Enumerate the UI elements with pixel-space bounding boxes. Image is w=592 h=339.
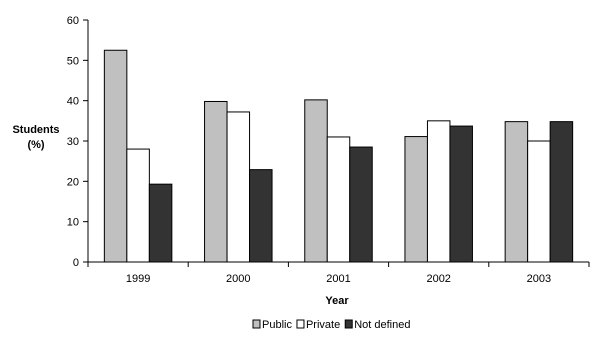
bar-private-2001	[326, 136, 351, 263]
legend-label: Private	[306, 319, 340, 331]
y-tick-label: 50	[67, 55, 79, 67]
legend-swatch	[344, 319, 353, 329]
bar-public-2002	[404, 136, 428, 263]
y-tick-label: 10	[67, 217, 79, 229]
x-axis-title: Year	[325, 295, 349, 307]
x-tick-label: 2003	[527, 273, 551, 285]
bar-private-2003	[527, 140, 551, 263]
y-tick-label: 0	[73, 257, 79, 269]
y-axis: 0 10 20 30 40 50 60	[67, 15, 88, 269]
bars	[103, 49, 574, 263]
y-tick-label: 20	[67, 176, 79, 188]
bar-private-2000	[226, 111, 251, 263]
y-axis-title-line-1: Students	[12, 124, 59, 136]
legend-label: Public	[262, 319, 292, 331]
bar-not-defined-2003	[549, 121, 574, 263]
bar-public-2003	[504, 121, 529, 263]
x-tick-label: 1999	[126, 273, 150, 285]
bar-public-2000	[204, 100, 228, 263]
bar-not-defined-2000	[249, 169, 273, 263]
bar-not-defined-2001	[349, 146, 373, 263]
x-tick-label: 2000	[226, 273, 250, 285]
y-tick-label: 30	[67, 136, 79, 148]
y-tick-label: 40	[67, 96, 79, 108]
bar-not-defined-2002	[449, 125, 473, 263]
legend-swatch	[252, 319, 261, 329]
axes-lines	[87, 20, 589, 263]
legend-label: Not defined	[354, 319, 410, 331]
x-tick-label: 2001	[326, 273, 350, 285]
bar-not-defined-1999	[148, 183, 173, 263]
bar-private-1999	[126, 148, 150, 263]
bar-public-1999	[103, 49, 128, 263]
x-tick-label: 2002	[426, 273, 450, 285]
bar-public-2001	[304, 99, 328, 263]
bar-private-2002	[426, 120, 451, 263]
y-axis-title-line-2: (%)	[27, 139, 44, 151]
x-axis: 1999 2000 2001 2002 2003	[87, 262, 590, 285]
legend: Public Private Not defined	[252, 319, 410, 331]
y-tick-label: 60	[67, 15, 79, 27]
legend-swatch	[296, 319, 305, 329]
